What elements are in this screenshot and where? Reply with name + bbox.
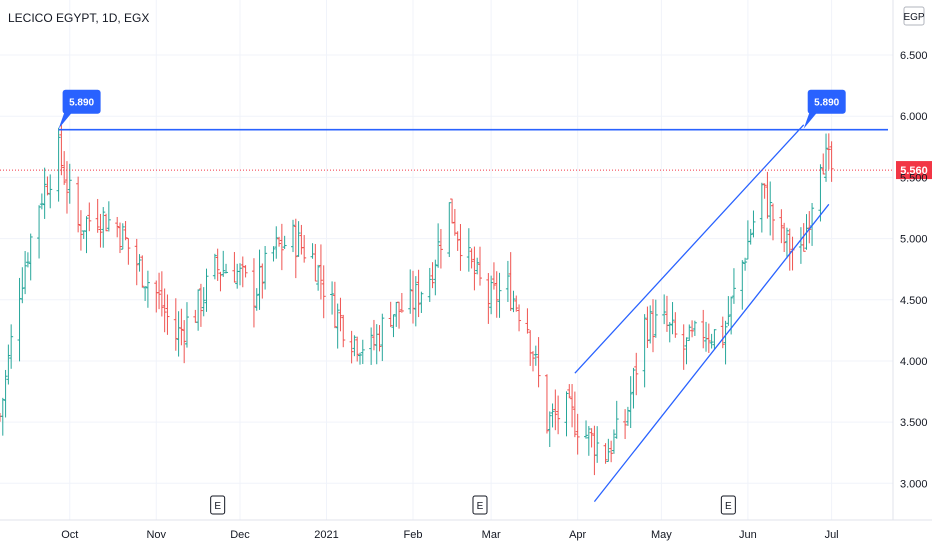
y-tick-label: 4.000 — [900, 356, 928, 368]
chart-title: LECICO EGYPT, 1D, EGX — [8, 11, 149, 25]
x-tick-label: Dec — [230, 529, 250, 541]
y-tick-label: 5.500 — [900, 172, 928, 184]
x-tick-label: Nov — [146, 529, 166, 541]
earnings-marker-label: E — [477, 501, 484, 512]
level-label-text: 5.890 — [814, 98, 839, 109]
last-price-badge — [896, 161, 932, 180]
drawing-lines[interactable] — [0, 124, 893, 503]
x-tick-label: Jul — [825, 529, 839, 541]
level-label-text: 5.890 — [69, 98, 94, 109]
y-tick-label: 3.000 — [900, 478, 928, 490]
y-tick-label: 6.500 — [900, 50, 928, 62]
price-labels: 5.890 5.890 5.560 — [56, 89, 932, 180]
x-tick-label: Apr — [569, 529, 586, 541]
y-tick-label: 6.000 — [900, 111, 928, 123]
y-tick-label: 5.000 — [900, 234, 928, 246]
channel-lower-line[interactable] — [593, 203, 830, 503]
x-tick-label: Oct — [61, 529, 78, 541]
earnings-marker[interactable] — [472, 495, 488, 515]
last-price-text: 5.560 — [900, 165, 928, 177]
earnings-marker[interactable] — [210, 495, 226, 515]
x-tick-label: Feb — [404, 529, 423, 541]
grid — [0, 0, 893, 520]
earnings-marker-label: E — [725, 501, 732, 512]
candles — [0, 124, 834, 476]
y-tick-label: 3.500 — [900, 417, 928, 429]
level-callout-left[interactable]: 5.890 — [56, 89, 101, 130]
x-tick-label: May — [651, 529, 672, 541]
y-tick-label: 4.500 — [900, 295, 928, 307]
currency-label: EGP — [903, 12, 924, 23]
earnings-marker-label: E — [214, 501, 221, 512]
level-callout-right[interactable]: 5.890 — [801, 89, 846, 130]
x-tick-label: 2021 — [314, 529, 338, 541]
x-tick-label: Mar — [482, 529, 501, 541]
currency-box[interactable] — [903, 6, 925, 26]
earnings-marker[interactable] — [720, 495, 736, 515]
x-axis-ticks: Oct Nov Dec 2021 Feb Mar Apr May Jun Jul — [61, 529, 838, 541]
x-tick-label: Jun — [739, 529, 757, 541]
channel-upper-line[interactable] — [574, 124, 805, 374]
y-axis-ticks: 6.500 6.000 5.500 5.000 4.500 4.000 3.500 3.000 — [900, 50, 928, 490]
